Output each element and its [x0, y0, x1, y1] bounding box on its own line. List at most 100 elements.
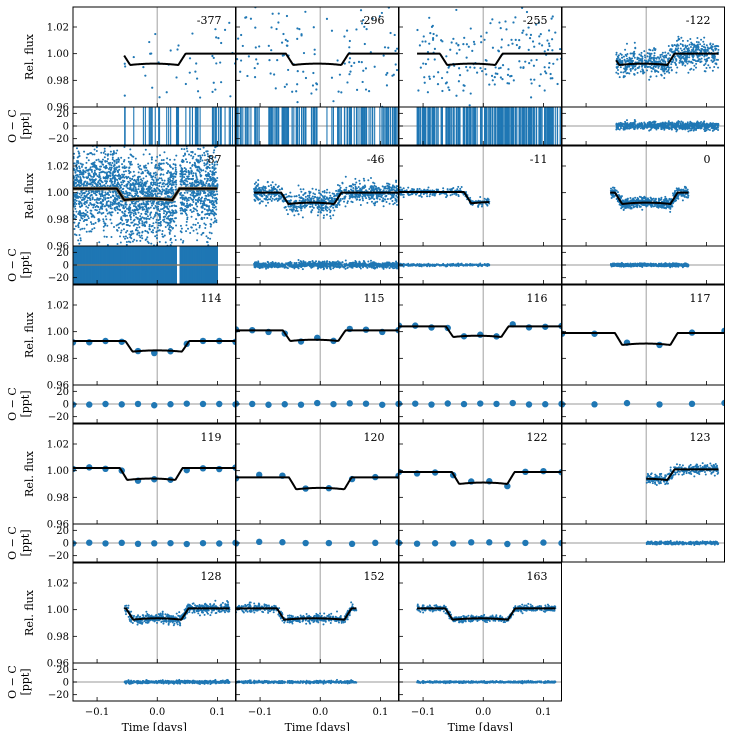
flux-point — [203, 190, 206, 193]
flux-point — [465, 43, 468, 46]
flux-point — [691, 62, 694, 64]
flux-point — [156, 226, 159, 229]
residual-point — [675, 121, 678, 124]
flux-point — [133, 238, 136, 241]
flux-point — [182, 170, 185, 173]
flux-point — [192, 192, 195, 195]
flux-point — [664, 62, 667, 65]
flux-point — [448, 0, 450, 2]
flux-point — [469, 92, 472, 95]
flux-point — [199, 191, 202, 194]
flux-point — [85, 176, 88, 179]
flux-point — [76, 180, 79, 183]
flux-point — [183, 176, 186, 179]
flux-point — [85, 156, 88, 159]
flux-point — [171, 204, 174, 207]
flux-point — [653, 52, 656, 55]
flux-point — [191, 157, 194, 160]
flux-point — [81, 172, 84, 175]
flux-point — [202, 231, 205, 234]
flux-point — [152, 194, 155, 197]
flux-point — [145, 208, 148, 211]
flux-point — [197, 170, 200, 173]
flux-point — [122, 228, 125, 231]
flux-point — [695, 62, 698, 65]
flux-point — [166, 182, 169, 185]
flux-point — [74, 207, 77, 210]
flux-point — [115, 162, 118, 165]
flux-point — [158, 216, 161, 219]
flux-point — [291, 90, 294, 93]
flux-point — [153, 215, 156, 218]
flux-point — [281, 54, 284, 57]
flux-point — [155, 163, 158, 166]
flux-point — [313, 53, 316, 56]
residual-point — [686, 124, 689, 127]
flux-point — [455, 8, 458, 12]
flux-point — [521, 31, 524, 34]
flux-point — [623, 75, 626, 78]
flux-point — [165, 161, 168, 164]
flux-point — [184, 185, 187, 188]
flux-point — [196, 209, 199, 212]
flux-point — [169, 158, 172, 161]
flux-point — [157, 213, 160, 216]
flux-point — [180, 206, 183, 209]
flux-point — [80, 190, 83, 193]
flux-point — [147, 203, 150, 206]
flux-point — [275, 27, 278, 31]
flux-point — [138, 175, 141, 178]
residual-point — [648, 122, 651, 125]
flux-point — [197, 192, 200, 195]
flux-point — [151, 192, 154, 195]
flux-point — [627, 65, 630, 68]
flux-point — [152, 207, 155, 210]
residual-point — [618, 123, 621, 126]
flux-point — [211, 196, 214, 199]
flux-point — [207, 194, 210, 197]
flux-point — [183, 148, 186, 151]
flux-point — [128, 177, 131, 180]
flux-point — [85, 205, 88, 208]
flux-point — [663, 66, 666, 69]
residual-point — [713, 126, 716, 129]
flux-point — [200, 169, 203, 172]
flux-point — [465, 56, 468, 59]
flux-point — [473, 66, 476, 69]
flux-point — [94, 182, 97, 185]
flux-point — [133, 174, 136, 177]
flux-point — [695, 41, 698, 44]
flux-point — [191, 150, 194, 153]
flux-point — [85, 190, 88, 193]
flux-point — [422, 62, 425, 65]
flux-point — [183, 167, 186, 170]
residual-point — [644, 125, 647, 128]
residual-point — [690, 129, 693, 132]
flux-point — [144, 164, 147, 167]
flux-point — [149, 206, 152, 209]
flux-point — [215, 202, 218, 205]
flux-point — [210, 190, 213, 193]
flux-point — [103, 156, 106, 159]
flux-point — [95, 146, 98, 149]
flux-point — [435, 34, 438, 37]
flux-point — [107, 205, 110, 208]
flux-point — [109, 175, 112, 178]
flux-point — [124, 170, 127, 173]
flux-point — [139, 217, 142, 220]
flux-point — [158, 166, 161, 169]
flux-point — [79, 211, 82, 214]
flux-point — [156, 184, 159, 187]
flux-point — [116, 158, 119, 161]
flux-point — [253, 76, 257, 79]
flux-point — [156, 155, 159, 158]
flux-point — [138, 167, 141, 170]
flux-point — [362, 69, 365, 72]
flux-point — [106, 184, 109, 187]
flux-point — [196, 168, 199, 171]
flux-point — [119, 241, 122, 244]
flux-point — [387, 46, 390, 49]
flux-point — [125, 218, 128, 221]
flux-point — [79, 228, 82, 231]
flux-point — [122, 170, 125, 173]
